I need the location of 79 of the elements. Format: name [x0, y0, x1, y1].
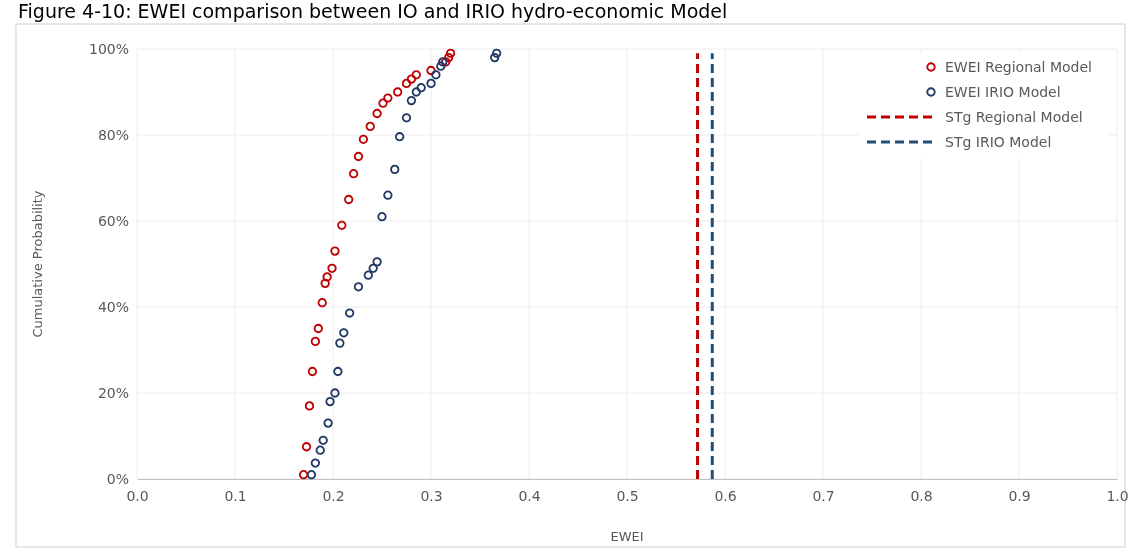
x-axis-title: EWEI: [610, 529, 644, 544]
point: [411, 87, 421, 97]
point: [345, 308, 355, 318]
point: [377, 212, 387, 222]
point: [390, 164, 400, 175]
point: [406, 95, 417, 106]
point: [383, 93, 393, 103]
legend-label: EWEI Regional Model: [945, 59, 1092, 75]
point: [348, 169, 359, 179]
point: [411, 70, 421, 80]
legend-label: STg Regional Model: [945, 109, 1083, 125]
y-tick-label: 0%: [106, 470, 129, 487]
point: [325, 396, 335, 407]
point: [365, 121, 375, 132]
point: [306, 470, 317, 480]
point: [372, 108, 382, 119]
point: [320, 278, 330, 288]
point: [426, 65, 436, 76]
point: [395, 132, 405, 142]
point: [315, 445, 325, 455]
point: [323, 418, 333, 428]
point: [401, 113, 412, 123]
x-tick-label: 0.9: [1008, 487, 1031, 504]
x-tick-label: 0.2: [322, 487, 345, 504]
point: [307, 366, 318, 377]
point: [393, 87, 403, 97]
point: [318, 435, 328, 445]
y-tick-label: 40%: [97, 298, 129, 315]
x-tick-label: 0.0: [126, 487, 149, 504]
point: [313, 323, 323, 334]
point: [368, 263, 378, 273]
point: [372, 257, 382, 267]
x-tick-label: 0.4: [518, 487, 541, 504]
legend-label: EWEI IRIO Model: [945, 84, 1061, 100]
x-tick-label: 0.3: [420, 487, 443, 504]
point: [317, 298, 327, 308]
point: [335, 338, 345, 348]
point: [383, 190, 393, 200]
point: [426, 78, 436, 89]
point: [353, 282, 364, 292]
point: [406, 74, 417, 84]
point: [445, 48, 456, 58]
point: [310, 336, 320, 347]
point: [310, 458, 320, 468]
point: [416, 83, 426, 93]
point: [344, 194, 354, 205]
point: [330, 246, 340, 256]
point: [436, 61, 446, 71]
x-tick-label: 0.5: [616, 487, 639, 504]
y-tick-label: 80%: [97, 126, 129, 143]
point: [327, 263, 337, 273]
y-tick-label: 20%: [97, 384, 129, 401]
point: [378, 98, 388, 108]
y-axis-title: Cumulative Probability: [30, 190, 45, 338]
legend-label: STg IRIO Model: [945, 134, 1052, 150]
y-tick-label: 100%: [88, 40, 129, 57]
point: [353, 151, 364, 162]
point: [337, 220, 347, 230]
point: [401, 78, 412, 89]
chart-title: Figure 4-10: EWEI comparison between IO and IRIO hydro-economic Model: [18, 0, 728, 22]
x-tick-label: 0.6: [714, 487, 737, 504]
point: [339, 328, 349, 338]
x-tick-label: 0.7: [812, 487, 835, 504]
point: [444, 52, 454, 63]
point: [363, 270, 373, 280]
point: [322, 272, 332, 282]
x-tick-label: 0.8: [910, 487, 933, 504]
point: [304, 401, 315, 411]
point: [330, 388, 340, 398]
point: [298, 470, 309, 480]
point: [490, 52, 500, 63]
point: [301, 442, 312, 452]
x-tick-label: 1.0: [1106, 487, 1129, 504]
y-tick-label: 60%: [97, 212, 129, 229]
point: [492, 48, 502, 58]
point: [358, 134, 369, 144]
point: [431, 70, 441, 80]
point: [333, 366, 343, 377]
x-tick-label: 0.1: [224, 487, 247, 504]
